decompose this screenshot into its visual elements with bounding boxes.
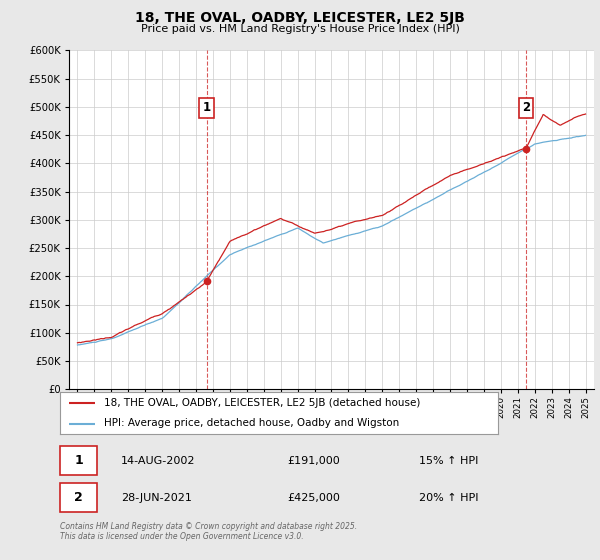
Text: 20% ↑ HPI: 20% ↑ HPI [419,493,479,503]
Text: Price paid vs. HM Land Registry's House Price Index (HPI): Price paid vs. HM Land Registry's House … [140,24,460,34]
Text: 1: 1 [202,101,211,114]
Text: £425,000: £425,000 [287,493,340,503]
Text: 2: 2 [522,101,530,114]
Text: Contains HM Land Registry data © Crown copyright and database right 2025.
This d: Contains HM Land Registry data © Crown c… [60,522,357,542]
Text: 18, THE OVAL, OADBY, LEICESTER, LE2 5JB: 18, THE OVAL, OADBY, LEICESTER, LE2 5JB [135,11,465,25]
Text: 18, THE OVAL, OADBY, LEICESTER, LE2 5JB (detached house): 18, THE OVAL, OADBY, LEICESTER, LE2 5JB … [104,398,420,408]
Text: 2: 2 [74,491,83,505]
Text: 1: 1 [74,454,83,468]
Text: 28-JUN-2021: 28-JUN-2021 [121,493,191,503]
Bar [60,446,97,475]
Text: 14-AUG-2002: 14-AUG-2002 [121,456,195,466]
Text: £191,000: £191,000 [287,456,340,466]
Text: 15% ↑ HPI: 15% ↑ HPI [419,456,478,466]
Bar [60,483,97,512]
Text: HPI: Average price, detached house, Oadby and Wigston: HPI: Average price, detached house, Oadb… [104,418,399,428]
